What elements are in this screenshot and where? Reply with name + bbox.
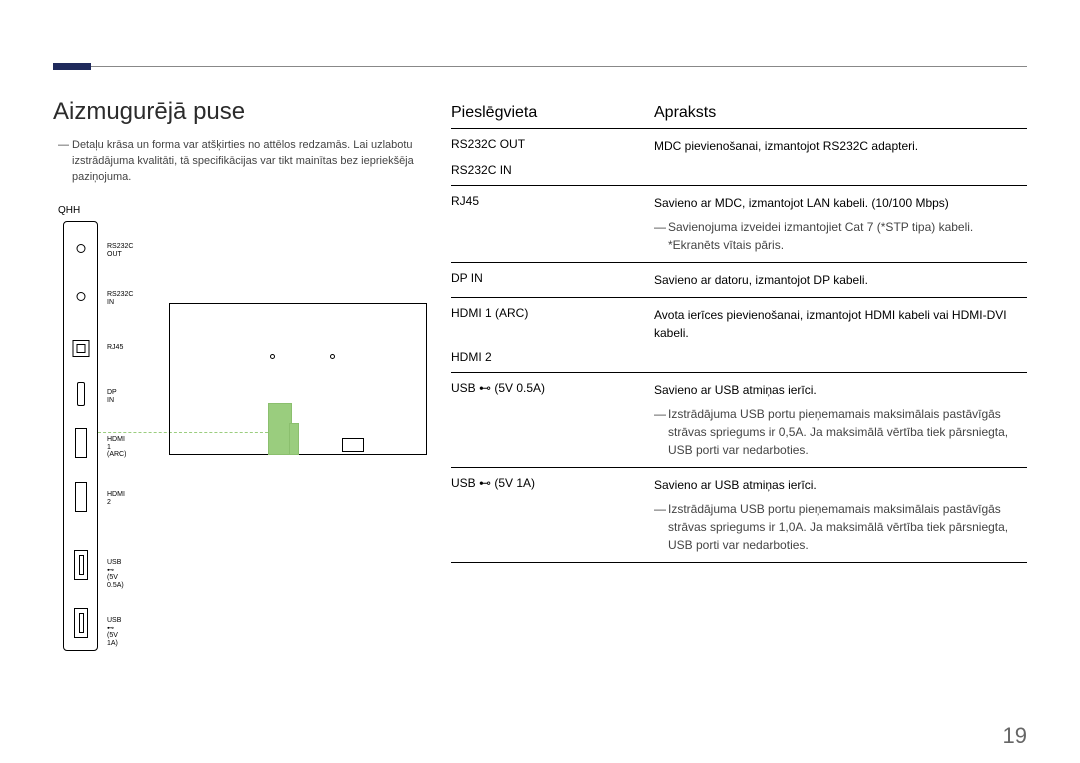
port-label: RS232COUT (107, 243, 133, 258)
usb-1a-icon (74, 608, 88, 638)
disclaimer-text: Detaļu krāsa un forma var atšķirties no … (72, 138, 428, 186)
rs232c-in-icon (76, 292, 85, 301)
usb-05a-icon (74, 550, 88, 580)
port-name: RS232C OUT (451, 137, 654, 155)
port-desc (654, 350, 1027, 364)
component-icon (342, 438, 364, 452)
panel-model-label: QHH (58, 205, 80, 216)
page-number: 19 (1003, 723, 1027, 749)
port-desc: Savieno ar USB atmiņas ierīci. ― Izstrād… (654, 381, 1027, 459)
port-label: HDMI 2 (107, 491, 125, 506)
port-label: HDMI 1(ARC) (107, 436, 126, 459)
port-note: ― Izstrādājuma USB portu pieņemamais mak… (654, 405, 1027, 459)
page-title: Aizmugurējā puse (53, 98, 245, 126)
table-row: RS232C OUT MDC pievienošanai, izmantojot… (451, 128, 1027, 163)
screw-icon (270, 354, 275, 359)
port-desc (654, 163, 1027, 177)
table-row: RJ45 Savieno ar MDC, izmantojot LAN kabe… (451, 185, 1027, 262)
port-label: USB ⊷(5V 0.5A) (107, 559, 124, 590)
port-panel-diagram (63, 221, 98, 651)
port-name: USB ⊷ (5V 0.5A) (451, 381, 654, 459)
column-header-port: Pieslēgvieta (451, 104, 537, 122)
port-label: USB ⊷(5V 1A) (107, 617, 121, 648)
table-row: HDMI 1 (ARC) Avota ierīces pievienošanai… (451, 297, 1027, 350)
port-name: RJ45 (451, 194, 654, 254)
hdmi2-icon (75, 482, 87, 512)
dash-icon: ― (654, 500, 668, 554)
port-desc: Savieno ar MDC, izmantojot LAN kabeli. (… (654, 194, 1027, 254)
ports-table: RS232C OUT MDC pievienošanai, izmantojot… (451, 128, 1027, 563)
dash-icon: ― (58, 138, 72, 186)
port-name: RS232C IN (451, 163, 654, 177)
port-highlight (289, 423, 299, 455)
header-accent (53, 63, 91, 70)
header-rule (53, 66, 1027, 67)
table-row: DP IN Savieno ar datoru, izmantojot DP k… (451, 262, 1027, 297)
port-name: HDMI 1 (ARC) (451, 306, 654, 342)
dash-icon: ― (654, 405, 668, 459)
port-desc: Savieno ar USB atmiņas ierīci. ― Izstrād… (654, 476, 1027, 554)
port-label: DP IN (107, 389, 117, 404)
table-row: HDMI 2 (451, 350, 1027, 372)
port-note: ― Izstrādājuma USB portu pieņemamais mak… (654, 500, 1027, 554)
rj45-icon (72, 340, 89, 357)
port-name: HDMI 2 (451, 350, 654, 364)
table-row: USB ⊷ (5V 0.5A) Savieno ar USB atmiņas i… (451, 372, 1027, 467)
port-desc: Avota ierīces pievienošanai, izmantojot … (654, 306, 1027, 342)
rs232c-out-icon (76, 244, 85, 253)
screw-icon (330, 354, 335, 359)
port-note: ― Savienojuma izveidei izmantojiet Cat 7… (654, 218, 1027, 254)
column-header-desc: Apraksts (654, 104, 716, 122)
port-desc: MDC pievienošanai, izmantojot RS232C ada… (654, 137, 1027, 155)
port-label: RS232CIN (107, 291, 133, 306)
device-rear-diagram (169, 303, 427, 455)
port-name: DP IN (451, 271, 654, 289)
dp-in-icon (77, 382, 85, 406)
table-row: USB ⊷ (5V 1A) Savieno ar USB atmiņas ier… (451, 467, 1027, 563)
port-desc: Savieno ar datoru, izmantojot DP kabeli. (654, 271, 1027, 289)
table-row: RS232C IN (451, 163, 1027, 185)
port-name: USB ⊷ (5V 1A) (451, 476, 654, 554)
dash-icon: ― (654, 218, 668, 254)
port-label: RJ45 (107, 344, 123, 352)
hdmi1-icon (75, 428, 87, 458)
disclaimer-note: ― Detaļu krāsa un forma var atšķirties n… (58, 138, 428, 186)
